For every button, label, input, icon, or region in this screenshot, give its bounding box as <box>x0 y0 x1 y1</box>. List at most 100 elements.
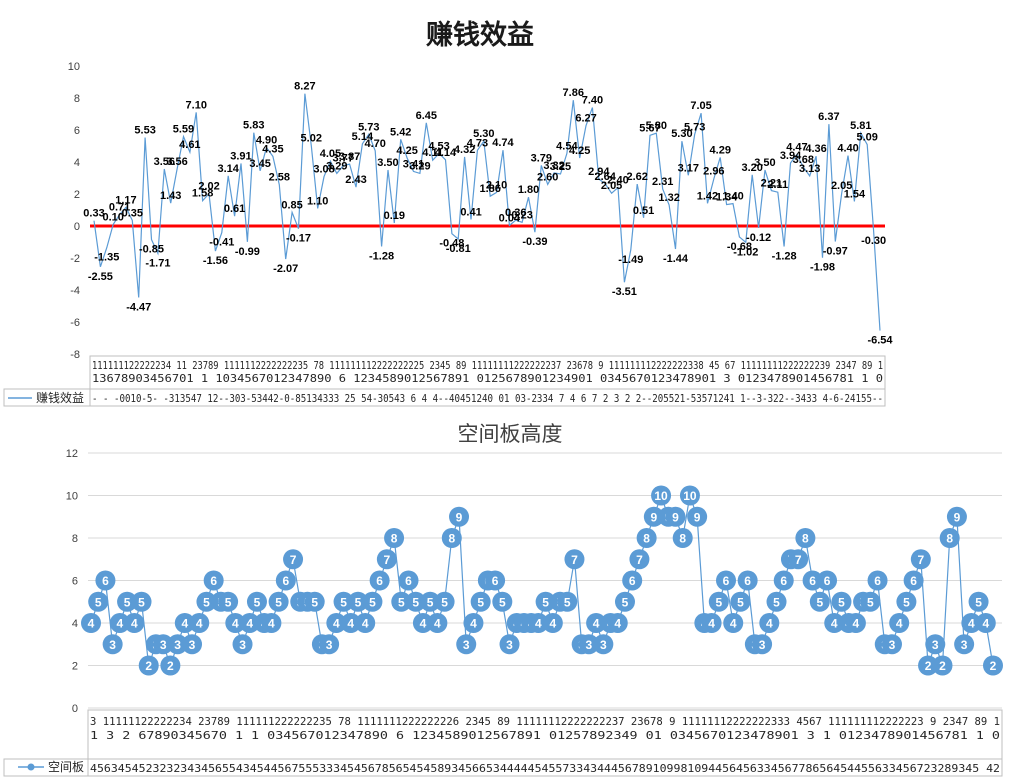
chart2-data-label: 3 <box>889 638 896 652</box>
chart2-data-label: 4 <box>181 617 188 631</box>
chart2-data-label: 4 <box>246 617 253 631</box>
chart1-title: 赚钱效益 <box>426 20 534 51</box>
chart2-point-marker <box>189 613 210 633</box>
chart2-point-marker <box>347 591 368 612</box>
chart1-data-label: 1.17 <box>115 194 136 206</box>
chart2-category-table <box>87 709 1003 777</box>
chart2-point-marker <box>665 506 686 527</box>
chart2-data-label: 9 <box>694 510 701 524</box>
chart2-point-marker <box>607 613 628 633</box>
chart1-data-label: 0.04 <box>499 212 521 224</box>
chart2-category-row: 1 3 2 67890345670 1 1 034567012347890 6 … <box>90 729 1000 742</box>
chart2-data-label: 5 <box>427 595 434 609</box>
chart2-legend-marker <box>27 763 35 771</box>
chart1-data-label: 2.10 <box>486 179 507 191</box>
chart1-data-label: 5.81 <box>850 120 871 132</box>
chart2-point-marker <box>218 591 239 612</box>
chart2-point-marker <box>845 613 866 633</box>
chart1-data-label: 3.77 <box>333 153 354 165</box>
chart2-data-label: 5 <box>622 595 629 609</box>
chart2-point-marker <box>376 549 397 570</box>
chart1-data-label: 7.05 <box>690 100 711 112</box>
chart2-data-label: 7 <box>795 553 802 567</box>
chart2-data-label: 7 <box>384 553 391 567</box>
chart2-point-marker <box>319 634 340 655</box>
chart2-data-label: 8 <box>643 532 650 546</box>
chart1-data-label: -1.98 <box>810 262 835 274</box>
chart2-ytick-label: 8 <box>72 533 78 545</box>
chart2-point-marker <box>81 613 101 633</box>
chart1-data-label: 2.05 <box>601 180 622 192</box>
chart2-point-marker <box>182 634 203 655</box>
chart2-data-label: 3 <box>506 638 513 652</box>
chart2-point-marker <box>939 528 960 548</box>
chart1-data-label: 7.86 <box>563 87 584 99</box>
chart2-point-marker <box>391 591 412 612</box>
chart2-point-marker <box>109 613 130 633</box>
chart1-data-label: 3.17 <box>678 162 699 174</box>
chart2-point-marker <box>961 613 982 633</box>
chart1-data-label: 2.40 <box>607 175 628 187</box>
chart1-data-label: 3.13 <box>799 163 820 175</box>
chart1-data-label: 0.19 <box>384 210 405 222</box>
chart2-point-marker <box>788 549 809 570</box>
chart2-point-marker <box>593 634 614 655</box>
chart2-point-marker <box>910 549 931 570</box>
chart2-point-marker <box>441 528 462 548</box>
chart2-point-marker <box>405 591 426 612</box>
chart1-data-label: 1.32 <box>658 192 679 204</box>
chart1-data-label: 3.68 <box>793 154 814 166</box>
chart1-data-label: 3.56 <box>154 156 175 168</box>
chart2-data-label: 4 <box>982 617 989 631</box>
chart1-data-label: -6.54 <box>867 335 893 347</box>
chart2-data-label: 5 <box>838 595 845 609</box>
chart2-data-label: 5 <box>903 595 910 609</box>
chart2-point-marker <box>672 528 693 548</box>
chart2-data-label: 5 <box>867 595 874 609</box>
chart2-data-label: 4 <box>593 617 600 631</box>
chart2-point-marker <box>102 634 123 655</box>
chart2-point-marker <box>304 591 325 612</box>
chart1-data-label: 6.27 <box>575 113 596 125</box>
chart1-data-label: 1.54 <box>844 188 866 200</box>
chart2-ytick-label: 12 <box>66 448 78 460</box>
chart1-data-label: 0.33 <box>83 208 104 220</box>
chart1-data-label: 0.71 <box>109 202 130 214</box>
chart1-data-label: 5.73 <box>684 121 705 133</box>
chart2-data-label: 3 <box>961 638 968 652</box>
chart2-data-label: 5 <box>138 595 145 609</box>
chart2-point-marker <box>384 528 405 548</box>
chart1-data-label: 7.10 <box>186 99 207 111</box>
chart2-data-label: 5 <box>477 595 484 609</box>
chart2-point-marker <box>708 591 729 612</box>
chart2-data-label: 5 <box>564 595 571 609</box>
chart2-data-label: 5 <box>398 595 405 609</box>
chart2-ytick-label: 2 <box>72 661 78 673</box>
chart1-legend-cell <box>3 388 91 407</box>
chart2-data-label: 4 <box>196 617 203 631</box>
chart1-legend-label: 赚钱效益 <box>36 390 84 405</box>
chart1-data-label: 2.94 <box>588 166 610 178</box>
chart2-point-marker <box>773 570 794 591</box>
chart2-point-marker <box>564 549 585 570</box>
chart1-ytick-label: 4 <box>74 157 80 169</box>
chart2-point-marker <box>946 506 967 527</box>
chart2-point-marker <box>239 613 260 633</box>
chart2-data-label: 5 <box>816 595 823 609</box>
chart2-point-marker <box>434 591 455 612</box>
chart2-point-marker <box>261 613 282 633</box>
chart1-data-label: 7.40 <box>582 95 603 107</box>
chart1-data-label: 5.73 <box>358 121 379 133</box>
chart2-data-label: 4 <box>535 617 542 631</box>
chart1-data-label: 2.05 <box>831 180 852 192</box>
chart2-data-label: 6 <box>874 574 881 588</box>
chart2-point-marker <box>817 570 838 591</box>
chart1-data-label: 3.56 <box>166 156 187 168</box>
chart2-data-label: 5 <box>95 595 102 609</box>
chart2-point-marker <box>326 613 347 633</box>
chart2-data-label: 4 <box>131 617 138 631</box>
chart2-data-label: 6 <box>824 574 831 588</box>
chart2-data-label: 6 <box>102 574 109 588</box>
chart2-point-marker <box>701 613 722 633</box>
